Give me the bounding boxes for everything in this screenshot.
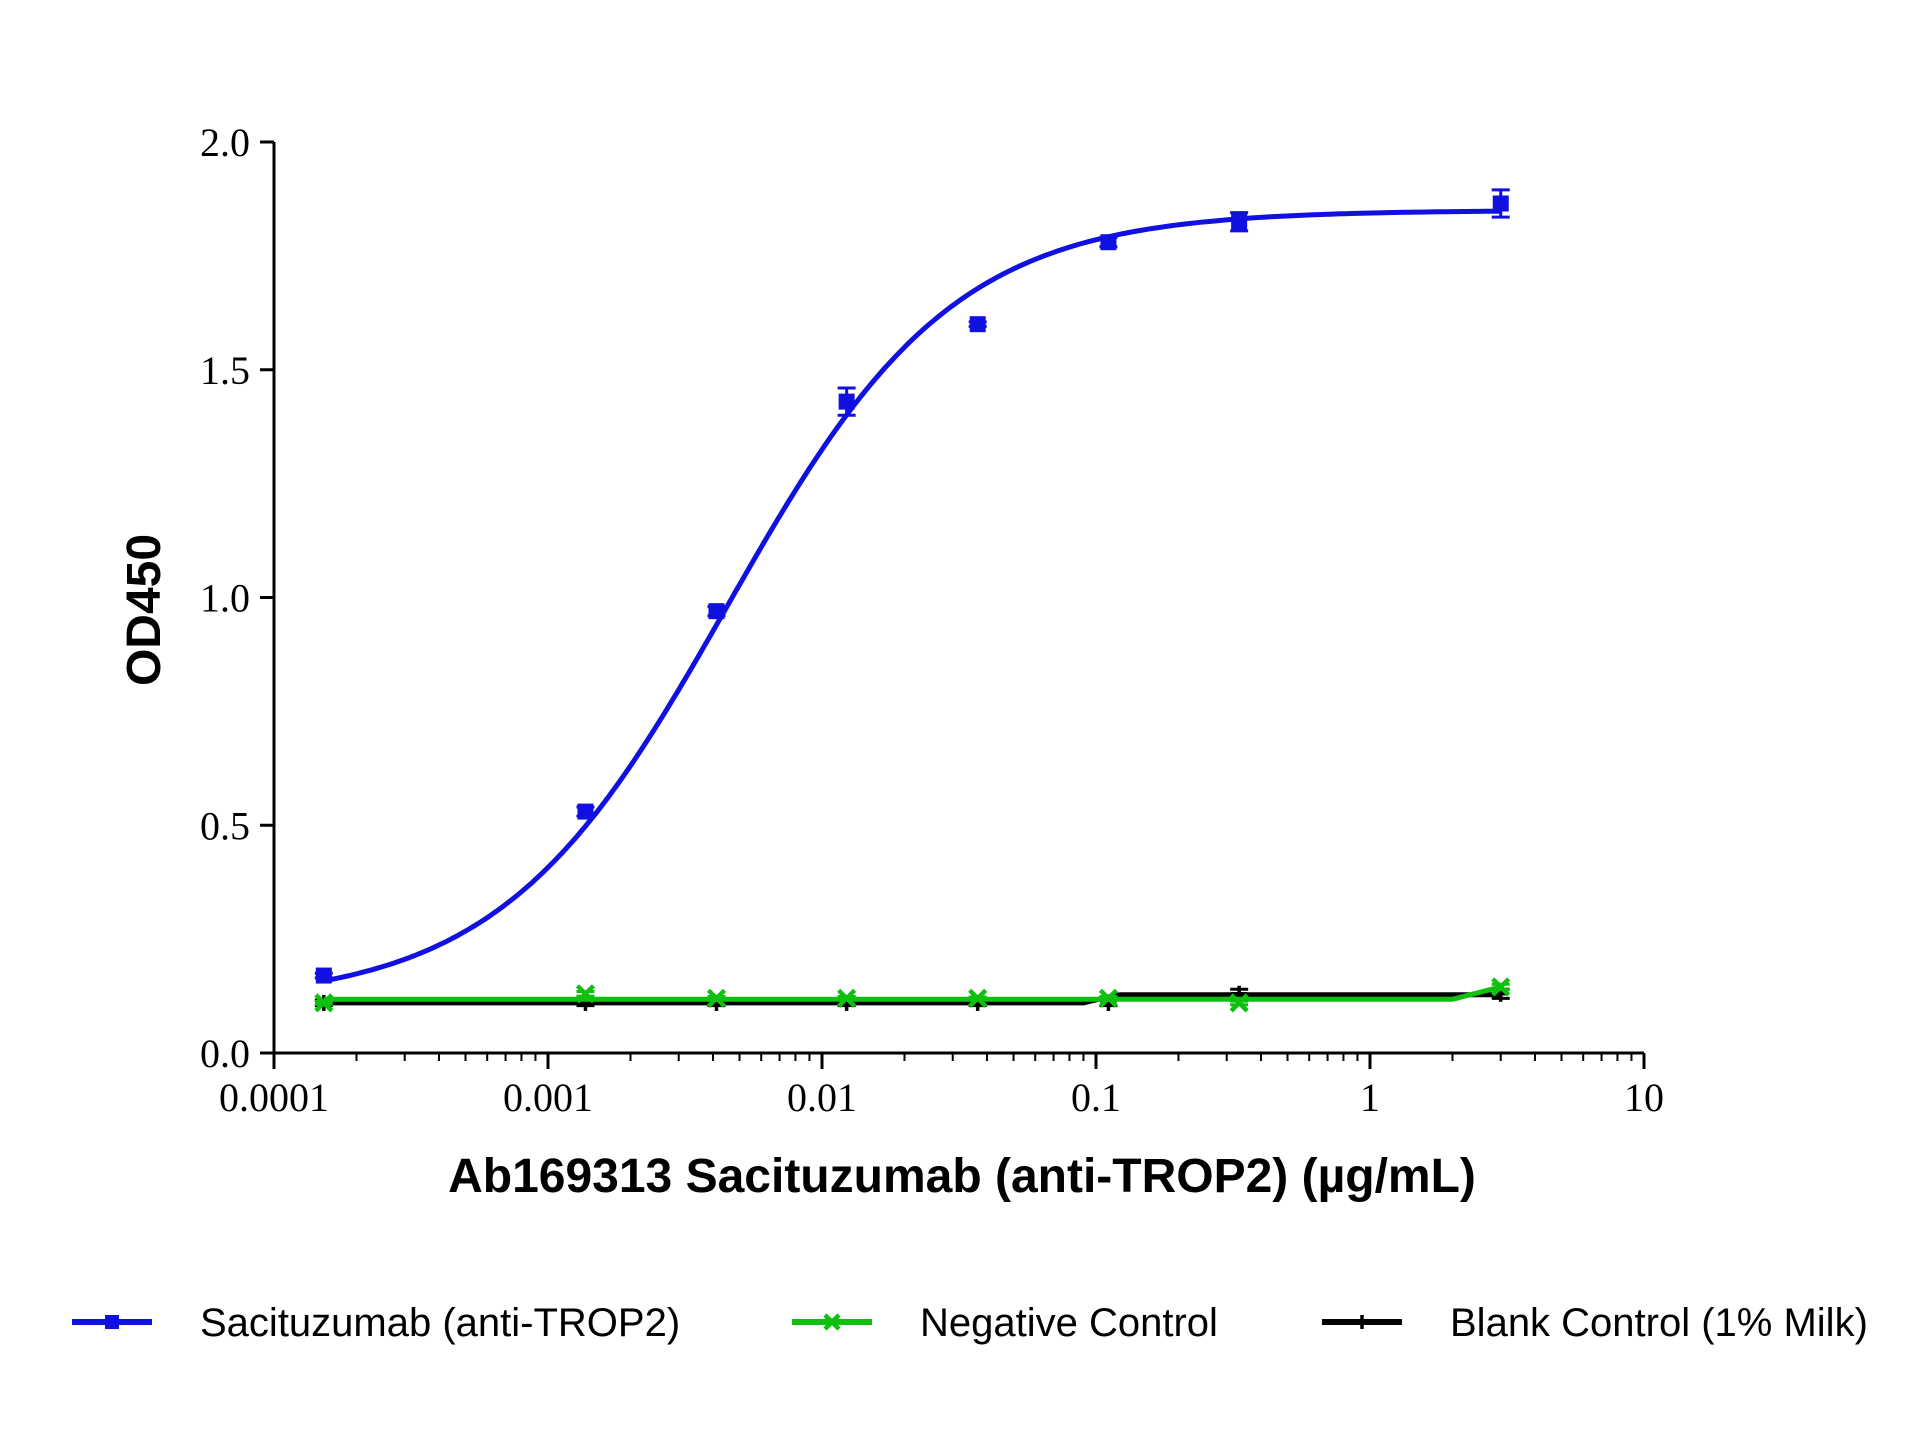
legend-marker (105, 1315, 119, 1329)
x-axis-title: Ab169313 Sacituzumab (anti-TROP2) (µg/mL… (448, 1150, 1476, 1203)
data-point (1229, 993, 1249, 1013)
legend-marker (823, 1313, 841, 1331)
data-point (1231, 213, 1248, 230)
data-point-stroke (1229, 993, 1249, 1013)
legend-item-2: Blank Control (1% Milk) (1322, 1301, 1868, 1345)
legend-marker (1355, 1315, 1369, 1329)
x-tick-label: 0.01 (787, 1075, 857, 1120)
data-point (575, 984, 596, 1004)
y-tick-label: 2.0 (200, 120, 250, 165)
series-0 (314, 188, 1510, 984)
data-point (315, 967, 332, 984)
x-tick-label: 0.001 (503, 1075, 593, 1120)
data-point (968, 988, 988, 1008)
y-tick-label: 1.5 (200, 348, 250, 393)
legend-label: Blank Control (1% Milk) (1450, 1301, 1868, 1345)
series-1-curve (323, 984, 1502, 1002)
data-point (706, 988, 727, 1008)
legend-label: Sacituzumab (anti-TROP2) (200, 1301, 680, 1345)
data-point-stroke (1098, 988, 1119, 1008)
y-tick-label: 0.0 (200, 1031, 250, 1076)
data-point (969, 316, 986, 333)
data-point-stroke (706, 988, 727, 1008)
data-point (1491, 977, 1511, 997)
data-point-stroke (968, 988, 988, 1008)
series-0-curve (323, 208, 1501, 984)
x-tick-label: 1 (1360, 1075, 1380, 1120)
x-tick-label: 0.0001 (219, 1075, 329, 1120)
data-point-stroke (314, 993, 334, 1013)
plot-area (314, 188, 1511, 1013)
data-point (1492, 195, 1509, 212)
y-axis-title: OD450 (118, 534, 171, 686)
y-tick-label: 0.5 (200, 803, 250, 848)
data-point-stroke (1491, 977, 1511, 997)
legend-item-0: Sacituzumab (anti-TROP2) (72, 1301, 680, 1345)
data-point (1098, 988, 1119, 1008)
data-point (1100, 234, 1117, 251)
series-2-curve (323, 992, 1501, 1006)
data-point (577, 803, 594, 820)
axes: 0.0 0.5 1.0 1.5 2.0 0.0001 0.001 0.01 0.1 1 10 (200, 120, 1664, 1120)
data-point-stroke (837, 988, 857, 1008)
x-tick-label: 10 (1624, 1075, 1664, 1120)
series-1 (314, 977, 1511, 1013)
legend-item-1: Negative Control (792, 1301, 1218, 1345)
data-point (708, 603, 725, 620)
y-tick-label: 1.0 (200, 576, 250, 621)
legend: Sacituzumab (anti-TROP2) Negative Control… (72, 1301, 1868, 1345)
x-tick-label: 0.1 (1071, 1075, 1121, 1120)
legend-label: Negative Control (920, 1301, 1218, 1345)
data-point (314, 993, 334, 1013)
data-point (837, 988, 857, 1008)
data-point (838, 393, 855, 410)
legend-marker-stroke (823, 1313, 841, 1331)
data-point-stroke (575, 984, 596, 1004)
